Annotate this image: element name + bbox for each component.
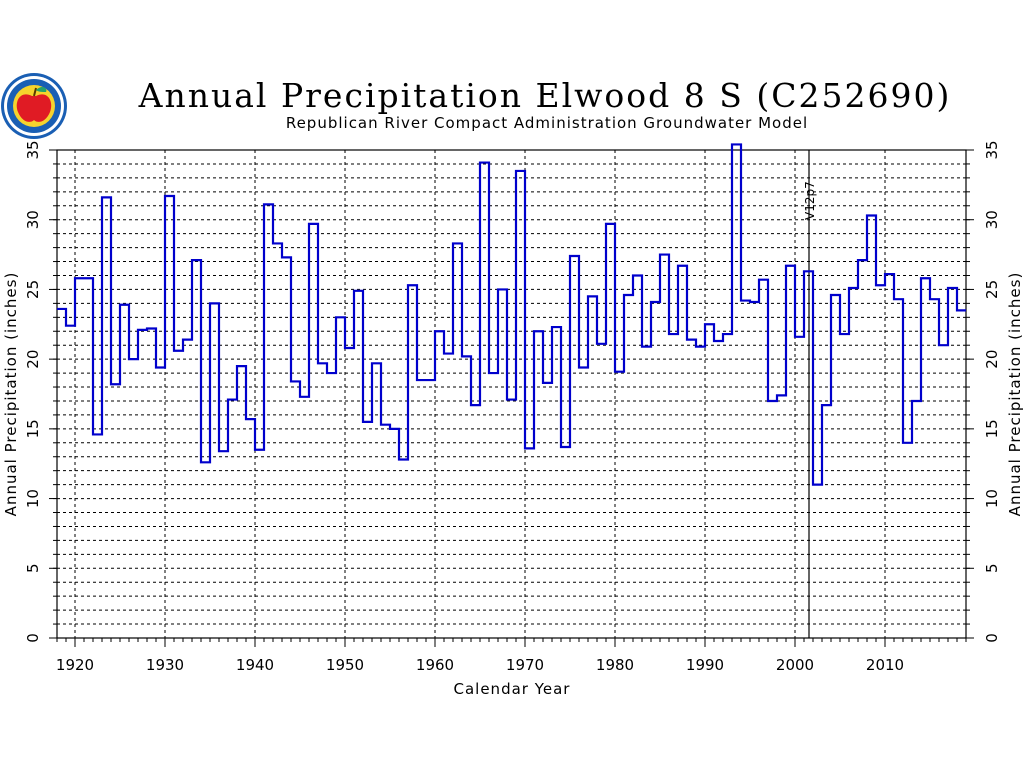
x-tick-label: 1920 [56, 656, 94, 674]
y-tick-label: 30 [24, 210, 42, 229]
x-tick-label: 1970 [506, 656, 544, 674]
annotations: V12p7 [803, 150, 817, 638]
y-tick-label: 10 [24, 489, 42, 508]
x-tick-label: 1950 [326, 656, 364, 674]
y-tick-label: 5 [983, 564, 1001, 574]
x-tick-label: 1960 [416, 656, 454, 674]
y-tick-label: 25 [983, 280, 1001, 299]
y-tick-label: 15 [983, 419, 1001, 438]
grid-lines [57, 149, 966, 639]
y-tick-label: 20 [24, 350, 42, 369]
x-tick-label: 1980 [596, 656, 634, 674]
x-axis-label: Calendar Year [454, 680, 571, 698]
y-tick-label: 35 [983, 140, 1001, 159]
apple-seal-logo [1, 73, 67, 139]
y-tick-label: 0 [983, 633, 1001, 643]
x-tick-label: 1990 [686, 656, 724, 674]
plot-border [56, 149, 967, 639]
x-tick-label: 2000 [776, 656, 814, 674]
x-tick-label: 1930 [146, 656, 184, 674]
series-layer [57, 143, 966, 486]
y-tick-label: 5 [24, 564, 42, 574]
y-tick-label: 30 [983, 210, 1001, 229]
y-tick-label: 20 [983, 350, 1001, 369]
y-axis-right: 0 5 10 15 20 25 30 35 [966, 140, 1001, 643]
y-axis-label-left: Annual Precipitation (inches) [2, 272, 20, 517]
chart-subtitle: Republican River Compact Administration … [286, 114, 808, 132]
y-axis-label-right: Annual Precipitation (inches) [1006, 272, 1024, 517]
precipitation-step-line [57, 143, 966, 486]
chart-title: Annual Precipitation Elwood 8 S (C252690… [138, 76, 952, 115]
y-tick-label: 0 [24, 633, 42, 643]
y-tick-label: 25 [24, 280, 42, 299]
annotation-label: V12p7 [803, 181, 817, 220]
plot-frame [56, 149, 967, 639]
x-axis: 1920 1930 1940 1950 1960 1970 1980 1990 2000 2010 [56, 638, 967, 674]
y-tick-label: 35 [24, 140, 42, 159]
x-tick-label: 1940 [236, 656, 274, 674]
y-tick-label: 10 [983, 489, 1001, 508]
y-axis-left: 0 5 10 15 20 25 30 35 [24, 140, 57, 643]
x-tick-label: 2010 [866, 656, 904, 674]
y-tick-label: 15 [24, 419, 42, 438]
